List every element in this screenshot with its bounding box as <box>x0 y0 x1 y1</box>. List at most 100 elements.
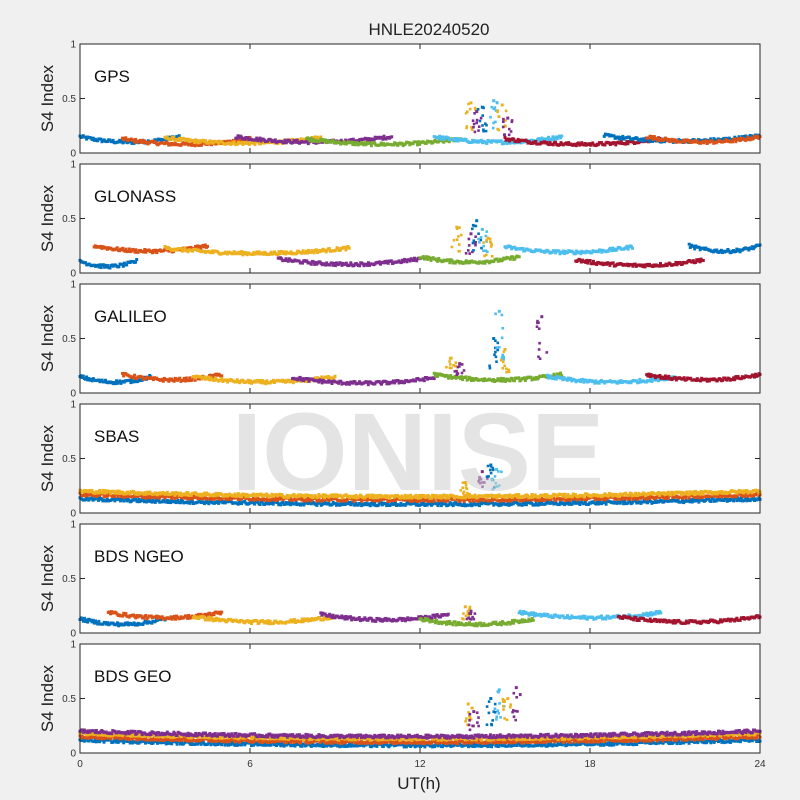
data-point <box>584 260 588 264</box>
data-point <box>754 372 758 376</box>
data-point <box>309 262 313 266</box>
data-point <box>422 379 426 383</box>
data-point <box>472 495 476 499</box>
data-point <box>385 496 389 499</box>
data-point <box>293 502 297 506</box>
data-point <box>378 493 382 497</box>
data-point <box>354 501 358 505</box>
data-point <box>684 492 688 496</box>
data-point <box>335 493 338 497</box>
data-point <box>134 260 138 264</box>
data-point <box>470 379 473 382</box>
data-point <box>226 498 230 501</box>
data-point <box>510 495 514 499</box>
spike-point <box>501 326 505 330</box>
spike-point <box>458 249 461 253</box>
data-point <box>446 499 450 503</box>
spike-point <box>538 341 541 345</box>
data-point <box>177 136 181 140</box>
data-point <box>436 140 440 144</box>
data-point <box>648 375 652 378</box>
data-point <box>373 382 377 386</box>
data-point <box>85 375 89 379</box>
data-point <box>470 140 473 144</box>
panel-name-label: SBAS <box>94 427 139 446</box>
spike-point <box>480 246 483 250</box>
data-point <box>567 502 571 506</box>
data-point <box>225 380 229 384</box>
data-point <box>642 137 646 141</box>
data-point <box>112 497 116 500</box>
data-point <box>213 376 217 380</box>
data-point <box>170 377 174 381</box>
spike-point <box>493 353 496 356</box>
data-point <box>647 136 651 140</box>
spike-point <box>477 125 481 128</box>
data-point <box>466 493 469 497</box>
spike-point <box>507 370 511 374</box>
data-point <box>631 246 634 250</box>
data-point <box>425 255 429 259</box>
data-point <box>142 492 146 496</box>
spike-point <box>502 355 505 359</box>
spike-point <box>456 372 459 375</box>
data-point <box>557 249 561 253</box>
data-point <box>697 245 701 249</box>
data-point <box>306 142 310 146</box>
data-point <box>339 379 343 383</box>
data-point <box>485 496 489 500</box>
data-point <box>387 500 391 503</box>
data-point <box>451 494 455 498</box>
spike-point <box>459 489 463 492</box>
data-point <box>233 492 237 496</box>
data-point <box>327 247 331 251</box>
data-point <box>320 499 324 503</box>
data-point <box>201 493 205 497</box>
data-point <box>501 258 505 262</box>
data-point <box>426 257 430 261</box>
data-point <box>443 493 447 497</box>
data-point <box>144 250 148 254</box>
data-point <box>733 137 737 141</box>
data-point <box>741 489 744 493</box>
data-point <box>672 495 676 499</box>
data-point <box>619 497 623 501</box>
data-point <box>687 493 691 497</box>
data-point <box>561 249 565 253</box>
data-point <box>508 141 512 145</box>
data-point <box>697 500 701 504</box>
spike-point <box>461 486 464 489</box>
data-point <box>356 503 360 507</box>
data-point <box>124 492 128 496</box>
data-point <box>102 380 106 384</box>
data-point <box>749 247 753 250</box>
data-point <box>652 374 656 378</box>
data-point <box>193 141 197 144</box>
spike-point <box>454 364 457 368</box>
data-point <box>100 490 104 494</box>
data-point <box>333 374 337 378</box>
data-point <box>259 139 263 143</box>
data-point <box>270 492 274 496</box>
data-point <box>556 494 560 498</box>
data-point <box>335 261 338 265</box>
data-point <box>479 138 483 142</box>
spike-point <box>510 119 514 122</box>
data-point <box>698 492 702 496</box>
data-point <box>97 498 101 502</box>
y-tick-label: 0.5 <box>62 454 76 465</box>
data-point <box>444 502 448 506</box>
data-point <box>698 260 702 264</box>
data-point <box>223 501 227 505</box>
data-point <box>579 260 583 264</box>
data-point <box>251 252 255 256</box>
spike-point <box>502 350 506 353</box>
spike-point <box>479 238 483 242</box>
spike-point <box>478 241 481 244</box>
data-point <box>657 491 660 494</box>
data-point <box>640 137 643 141</box>
data-point <box>715 492 719 496</box>
data-point <box>244 495 248 499</box>
data-point <box>670 137 674 141</box>
